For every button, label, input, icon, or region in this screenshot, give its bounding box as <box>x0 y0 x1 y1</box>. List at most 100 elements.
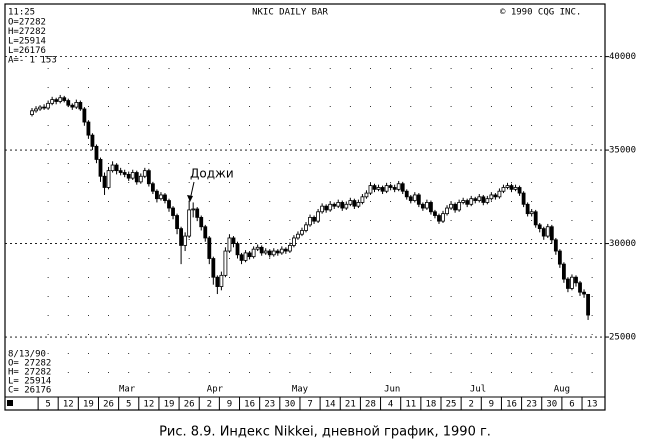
month-label: Jul <box>470 385 486 395</box>
candle-body <box>517 187 522 194</box>
frame <box>4 3 606 411</box>
candle-body <box>384 185 389 192</box>
month-label: Aug <box>554 385 570 395</box>
candle-body <box>493 194 498 198</box>
candle-body <box>98 159 103 177</box>
candle-body <box>364 192 369 198</box>
candle-body <box>481 196 486 203</box>
candle-body <box>171 207 175 216</box>
candle-body <box>356 202 361 207</box>
x-tick-label: 9 <box>489 400 494 410</box>
month-label: Apr <box>207 385 224 395</box>
candle-body <box>501 187 506 192</box>
candle-body <box>243 252 248 261</box>
candle-body <box>110 164 115 172</box>
candle-body <box>275 250 280 254</box>
readout: L=25914 <box>8 37 46 47</box>
candle-body <box>50 99 55 104</box>
candle-body <box>263 250 268 254</box>
candle-body <box>586 293 590 316</box>
candle-body <box>420 203 425 209</box>
arrow-head <box>187 195 193 202</box>
candle-body <box>207 237 212 259</box>
candle-body <box>58 97 63 102</box>
candle-body <box>235 243 240 256</box>
candle-body <box>74 102 79 108</box>
candle-body <box>449 203 453 209</box>
candle-body <box>287 245 292 252</box>
candle-body <box>437 215 441 222</box>
readout: C= 26176 <box>8 386 51 396</box>
chart-title: NKIC DAILY BAR <box>252 8 328 18</box>
candle-body <box>106 170 111 188</box>
candle-body <box>247 252 252 258</box>
y-tick-label: 35000 <box>609 146 636 156</box>
x-tick-label: 4 <box>388 400 393 410</box>
candle-body <box>372 185 377 190</box>
x-tick-label: 23 <box>526 400 537 410</box>
candle-body <box>34 108 38 112</box>
readout: O= 27282 <box>8 359 51 369</box>
candle-body <box>239 254 244 261</box>
candle-body <box>368 185 373 194</box>
x-tick-label: 18 <box>426 400 437 410</box>
x-tick-label: 11 <box>405 400 416 410</box>
readout: A=- 1 153 <box>8 56 57 66</box>
candle-body <box>30 110 34 115</box>
candle-body <box>251 248 256 258</box>
candle-body <box>404 190 409 198</box>
candle-body <box>138 175 143 183</box>
candle-body <box>296 233 300 239</box>
x-tick-label: 9 <box>227 400 232 410</box>
candle-body <box>300 230 304 235</box>
candle-body <box>380 187 385 192</box>
candle-body <box>62 97 67 101</box>
y-tick-label: 25000 <box>609 333 636 343</box>
x-tick-label: 12 <box>63 400 74 410</box>
readout: H=27282 <box>8 27 46 37</box>
candle-body <box>167 200 171 209</box>
candle-body <box>308 216 312 226</box>
copyright: © 1990 CQG INC. <box>500 8 581 18</box>
candle-body <box>78 102 83 110</box>
x-tick-label: 5 <box>126 400 131 410</box>
candle-body <box>155 190 159 200</box>
x-tick-label: 26 <box>103 400 114 410</box>
x-tick-label: 25 <box>446 400 457 410</box>
candle-body <box>340 202 345 209</box>
candle-body <box>513 187 518 190</box>
y-tick-label: 40000 <box>609 52 636 62</box>
readout: O=27282 <box>8 18 46 28</box>
candle-body <box>38 106 42 110</box>
x-tick-label: 21 <box>345 400 356 410</box>
candle-body <box>453 203 458 211</box>
candle-body <box>142 170 147 177</box>
candle-body <box>211 258 216 278</box>
candle-body <box>292 237 296 246</box>
candle-body <box>541 228 546 237</box>
x-tick-label: 23 <box>264 400 275 410</box>
x-tick-label: 14 <box>325 400 336 410</box>
candle-body <box>199 216 204 228</box>
candle-body <box>537 224 542 230</box>
candle-body <box>267 250 272 256</box>
candle-body <box>352 200 357 207</box>
x-tick-label: 30 <box>546 400 557 410</box>
candle-body <box>195 208 200 218</box>
candle-body <box>525 203 530 215</box>
footer-date: 8/13/90 <box>8 350 46 360</box>
x-tick-label: 2 <box>469 400 474 410</box>
candle-body <box>441 213 445 222</box>
candle-body <box>582 291 586 295</box>
x-tick-label: 28 <box>365 400 376 410</box>
x-tick-label: 5 <box>45 400 50 410</box>
x-tick-label: 19 <box>83 400 94 410</box>
x-tick-label: 6 <box>569 400 574 410</box>
x-tick-label: 2 <box>207 400 212 410</box>
candle-body <box>545 226 550 237</box>
candle-body <box>159 194 163 200</box>
candle-body <box>130 172 135 179</box>
candle-body <box>312 216 316 222</box>
candle-body <box>461 200 466 203</box>
